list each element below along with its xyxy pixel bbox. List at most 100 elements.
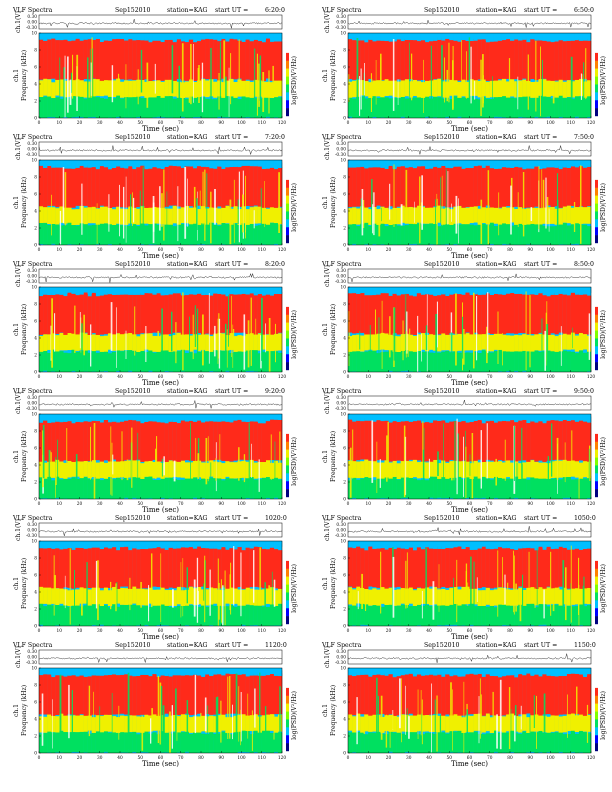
- time-axis-label: Time (sec): [451, 379, 488, 387]
- time-tick-label: 90: [528, 629, 534, 634]
- time-tick-label: 40: [426, 248, 432, 253]
- frequency-tick-label: 8: [34, 303, 37, 308]
- frequency-tick-label: 0: [343, 752, 346, 757]
- spectrogram-panel: VLF Spectra Sep152010 station=KAG start UT …: [7, 134, 298, 260]
- voltage-trace-frame: [38, 395, 283, 411]
- time-tick-label: 50: [138, 502, 144, 507]
- panel-date: Sep152010: [424, 261, 460, 268]
- time-tick-label: 60: [467, 756, 473, 761]
- channel-axis-label: ch.1: [322, 323, 329, 336]
- colorbar-label: log(PSD)(V²/Hz): [291, 183, 298, 232]
- spectrogram-panel: VLF Spectra Sep152010 station=KAG start UT …: [316, 134, 607, 260]
- voltage-tick-label: 0.30: [27, 396, 37, 401]
- spectrogram-panel: VLF Spectra Sep152010 station=KAG start UT …: [316, 515, 607, 641]
- voltage-axis-label: ch.1(V): [324, 392, 331, 414]
- panel-date: Sep152010: [115, 515, 151, 522]
- time-axis-label: Time (sec): [451, 633, 488, 641]
- frequency-tick-label: 4: [34, 210, 37, 215]
- colorbar: [595, 680, 598, 752]
- start-label: start UT =: [524, 134, 558, 141]
- time-tick-label: 70: [178, 248, 184, 253]
- time-tick-label: 20: [77, 121, 83, 126]
- panel-title: VLF Spectra: [322, 7, 362, 14]
- time-tick-label: 90: [219, 756, 225, 761]
- voltage-axis-label: ch.1(V): [15, 392, 22, 414]
- time-tick-label: 120: [587, 502, 595, 507]
- voltage-tick-label: 0.30: [336, 269, 346, 274]
- time-tick-label: 50: [447, 502, 453, 507]
- frequency-tick-label: 6: [34, 320, 37, 325]
- frequency-tick-label: 0: [34, 371, 37, 376]
- panel-date: Sep152010: [115, 7, 151, 14]
- colorbar: [286, 299, 289, 371]
- voltage-trace-line: [347, 653, 592, 663]
- frequency-tick-label: 0: [34, 117, 37, 122]
- voltage-trace-line: [38, 19, 283, 29]
- voltage-axis-label: ch.1(V): [324, 265, 331, 287]
- voltage-tick-label: -0.30: [335, 280, 346, 285]
- panel-title: VLF Spectra: [13, 515, 53, 522]
- frequency-tick-label: 2: [34, 354, 37, 359]
- spectrogram-cells: [348, 414, 592, 499]
- panel-title: VLF Spectra: [13, 642, 53, 649]
- start-label: start UT =: [524, 642, 558, 649]
- frequency-tick-label: 10: [341, 286, 347, 291]
- chart-svg: 0.300.00-0.30 ch.1(V) 0 2 4 6 8 10 Frequency (kH…: [13, 265, 298, 387]
- time-tick-label: 80: [507, 629, 513, 634]
- voltage-axis-label: ch.1(V): [324, 11, 331, 33]
- panel-station: station=KAG: [476, 515, 517, 522]
- voltage-trace-frame: [38, 268, 283, 284]
- frequency-tick-label: 2: [34, 100, 37, 105]
- frequency-tick-label: 10: [341, 32, 347, 37]
- time-axis-label: Time (sec): [451, 506, 488, 514]
- voltage-trace-frame: [38, 522, 283, 538]
- time-tick-label: 60: [158, 629, 164, 634]
- start-time: 1050:0: [574, 515, 596, 522]
- time-tick-label: 10: [366, 756, 372, 761]
- voltage-tick-label: 0.30: [27, 523, 37, 528]
- time-tick-label: 30: [97, 121, 103, 126]
- time-tick-label: 120: [587, 629, 595, 634]
- time-tick-label: 70: [178, 375, 184, 380]
- voltage-tick-label: 0.00: [27, 402, 37, 407]
- voltage-tick-label: 0.00: [336, 21, 346, 26]
- frequency-tick-label: 10: [32, 159, 38, 164]
- panel-title: VLF Spectra: [322, 642, 362, 649]
- voltage-tick-label: -0.30: [26, 407, 37, 412]
- start-label: start UT =: [215, 134, 249, 141]
- frequency-tick-label: 0: [34, 625, 37, 630]
- colorbar-label: log(PSD)(V²/Hz): [600, 437, 607, 486]
- channel-axis-label: ch.1: [322, 69, 329, 82]
- time-tick-label: 20: [77, 629, 83, 634]
- time-tick-label: 90: [219, 248, 225, 253]
- frequency-tick-label: 0: [343, 625, 346, 630]
- voltage-tick-label: -0.30: [335, 407, 346, 412]
- time-tick-label: 0: [38, 375, 41, 380]
- time-tick-label: 10: [57, 629, 63, 634]
- channel-axis-label: ch.1: [13, 704, 20, 717]
- time-tick-label: 10: [366, 248, 372, 253]
- panel-title: VLF Spectra: [13, 388, 53, 395]
- voltage-tick-label: -0.30: [26, 153, 37, 158]
- time-tick-label: 100: [237, 502, 245, 507]
- time-tick-label: 60: [467, 375, 473, 380]
- frequency-tick-label: 4: [343, 337, 346, 342]
- time-tick-label: 110: [567, 756, 575, 761]
- frequency-axis-label: Frequency (kHz): [330, 685, 337, 736]
- time-tick-label: 50: [447, 375, 453, 380]
- panel-date: Sep152010: [424, 642, 460, 649]
- frequency-tick-label: 0: [343, 498, 346, 503]
- time-tick-label: 50: [447, 121, 453, 126]
- time-tick-label: 40: [426, 629, 432, 634]
- panel-title: VLF Spectra: [322, 515, 362, 522]
- voltage-trace-line: [38, 528, 283, 536]
- time-tick-label: 110: [567, 248, 575, 253]
- time-tick-label: 120: [587, 375, 595, 380]
- panel-date: Sep152010: [115, 388, 151, 395]
- time-tick-label: 110: [258, 375, 266, 380]
- frequency-tick-label: 2: [343, 354, 346, 359]
- time-tick-label: 10: [366, 502, 372, 507]
- frequency-tick-label: 6: [34, 701, 37, 706]
- time-tick-label: 0: [38, 121, 41, 126]
- time-tick-label: 100: [546, 756, 554, 761]
